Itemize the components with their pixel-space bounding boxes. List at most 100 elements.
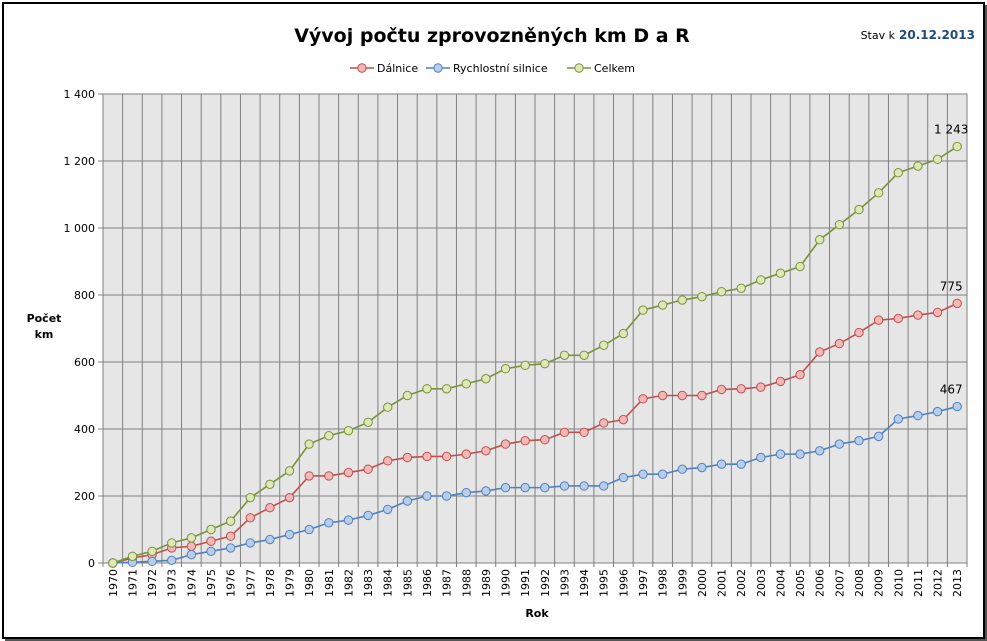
rychlostni-silnice-point xyxy=(422,491,432,501)
series-group xyxy=(108,141,962,568)
dalnice-point xyxy=(363,464,373,474)
y-tick-label: 1 400 xyxy=(64,88,96,101)
dalnice-point xyxy=(402,452,413,463)
celkem-point xyxy=(402,390,413,401)
x-tick-label: 1972 xyxy=(146,569,159,597)
celkem-point xyxy=(893,168,903,178)
rychlostni-silnice-point xyxy=(167,555,177,566)
x-tick-label: 1978 xyxy=(264,569,277,597)
rychlostni-silnice-point xyxy=(756,452,766,463)
celkem-point xyxy=(265,479,275,489)
x-tick-label: 2011 xyxy=(912,569,925,597)
legend-celkem-marker xyxy=(574,63,584,73)
rychlostni-silnice-point xyxy=(795,449,805,459)
rychlostni-silnice-point xyxy=(461,487,471,498)
dalnice-point xyxy=(383,456,393,466)
rychlostni-silnice-point xyxy=(657,469,668,479)
rychlostni-silnice-point xyxy=(402,496,413,506)
celkem-point xyxy=(245,492,255,503)
rychlostni-silnice-point xyxy=(559,481,570,491)
dalnice-point xyxy=(952,298,962,309)
celkem-point xyxy=(520,360,530,371)
dalnice-point xyxy=(284,492,295,503)
dalnice-point xyxy=(245,513,255,523)
celkem-point xyxy=(579,350,589,360)
x-tick-label: 1988 xyxy=(460,569,473,597)
dalnice-point xyxy=(893,313,903,324)
celkem-point xyxy=(873,188,884,198)
x-tick-label: 1992 xyxy=(539,569,552,597)
celkem-point xyxy=(167,538,177,548)
x-tick-label: 2007 xyxy=(833,569,846,597)
x-tick-label: 1983 xyxy=(362,569,375,597)
rychlostni-silnice-point xyxy=(383,504,393,515)
celkem-point xyxy=(815,235,825,245)
celkem-point xyxy=(324,431,334,441)
x-tick-label: 2010 xyxy=(892,569,905,597)
grid-lines xyxy=(102,93,968,564)
celkem-point xyxy=(775,268,786,278)
x-tick-label: 2006 xyxy=(814,569,827,597)
x-tick-label: 1981 xyxy=(323,569,336,597)
chart-title: Vývoj počtu zprovozněných km D a R xyxy=(294,25,690,47)
rychlostni-silnice-point xyxy=(363,510,373,521)
rychlostni-silnice-point xyxy=(520,482,530,493)
celkem-point xyxy=(500,364,511,374)
celkem-point xyxy=(638,305,648,315)
x-axis-title: Rok xyxy=(525,607,549,620)
y-tick-label: 0 xyxy=(88,557,95,570)
dalnice-point xyxy=(225,531,236,541)
x-tick-label: 1975 xyxy=(205,569,218,597)
dalnice-point xyxy=(697,390,707,401)
rychlostni-silnice-point xyxy=(854,436,864,446)
y-tick-label: 800 xyxy=(74,289,95,302)
rychlostni-silnice-point xyxy=(952,401,962,412)
x-tick-label: 2002 xyxy=(735,569,748,597)
rychlostni-silnice-point xyxy=(873,431,884,442)
x-tick-label: 2003 xyxy=(755,569,768,597)
rychlostni-silnice-point xyxy=(834,439,845,449)
rychlostni-silnice-point xyxy=(677,464,687,474)
dalnice-point xyxy=(500,439,511,449)
dalnice-point xyxy=(206,536,216,546)
celkem-point xyxy=(932,154,943,165)
x-tick-label: 2012 xyxy=(932,569,945,597)
rychlostni-silnice-point xyxy=(245,538,255,548)
rychlostni-silnice-point xyxy=(815,446,825,456)
y-axis-title-line2: km xyxy=(35,328,54,341)
x-tick-label: 1984 xyxy=(382,569,395,597)
dalnice-point xyxy=(520,436,530,446)
rychlostni-silnice-point xyxy=(147,556,157,567)
celkem-point xyxy=(854,204,864,215)
y-tick-label: 200 xyxy=(74,490,95,503)
dalnice-point xyxy=(265,503,275,513)
celkem-point xyxy=(481,374,491,384)
x-tick-label: 1998 xyxy=(657,569,670,597)
celkem-point xyxy=(304,439,314,449)
rychlostni-silnice-point xyxy=(304,524,314,535)
x-tick-label: 1989 xyxy=(480,569,493,597)
rychlostni-silnice-point xyxy=(540,482,550,493)
dalnice-point xyxy=(913,310,923,320)
celkem-point xyxy=(206,524,216,535)
y-axis: 0 200 400 600 800 1 000 1 200 1 400 xyxy=(64,88,103,570)
y-axis-title-line1: Počet xyxy=(27,312,62,325)
dalnice-point xyxy=(716,384,727,395)
celkem-point xyxy=(383,402,393,412)
x-tick-label: 1977 xyxy=(244,569,257,597)
celkem-point xyxy=(677,295,687,305)
rychlostni-silnice-point xyxy=(186,549,197,560)
dalnice-point xyxy=(657,390,668,401)
rychlostni-silnice-point xyxy=(913,410,923,421)
celkem-point xyxy=(599,340,609,350)
dalnice-point xyxy=(579,427,589,438)
dalnice-point xyxy=(815,347,825,357)
rychlostni-silnice-point xyxy=(500,482,511,493)
celkem-point xyxy=(343,425,354,436)
status-date: 20.12.2013 xyxy=(899,28,975,42)
rychlostni-silnice-point xyxy=(697,462,707,473)
x-tick-label: 2005 xyxy=(794,569,807,597)
legend-celkem-label: Celkem xyxy=(594,62,635,75)
celkem-point xyxy=(559,350,570,360)
